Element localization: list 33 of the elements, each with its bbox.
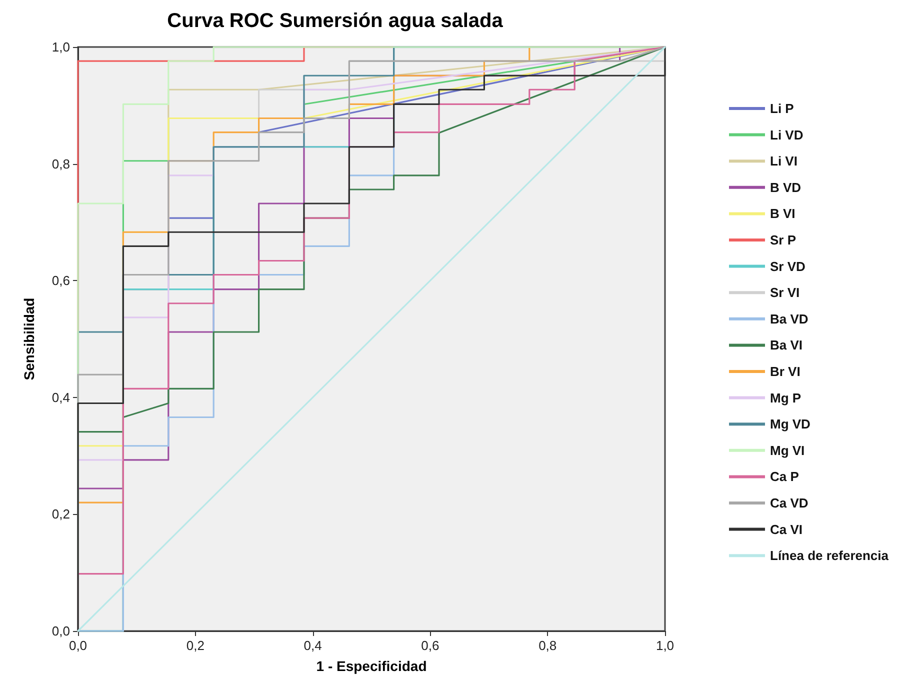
legend-label: Ca P bbox=[770, 469, 800, 484]
legend-label: Li VD bbox=[770, 127, 804, 142]
x-tick-label: 1,0 bbox=[656, 638, 674, 653]
legend-label: Mg VD bbox=[770, 416, 810, 432]
legend-label: Línea de referencia bbox=[770, 548, 890, 564]
legend-label: Mg P bbox=[770, 390, 802, 406]
y-tick-label: 0,0 bbox=[52, 624, 70, 638]
legend-label: Mg VI bbox=[770, 442, 805, 458]
x-tick-label: 0,8 bbox=[538, 638, 557, 653]
y-tick-label: 0,2 bbox=[52, 506, 70, 522]
legend-label: Ca VD bbox=[770, 496, 808, 510]
x-tick-label: 0,6 bbox=[421, 638, 440, 653]
legend-label: Sr VD bbox=[770, 258, 806, 274]
y-axis-title: Sensibilidad bbox=[21, 298, 37, 380]
y-tick-label: 0,4 bbox=[52, 390, 70, 405]
x-tick-label: 0,4 bbox=[304, 638, 322, 653]
legend-label: Li P bbox=[770, 101, 794, 116]
y-tick-label: 0,6 bbox=[52, 273, 70, 288]
legend-label: B VD bbox=[770, 180, 802, 195]
chart-title: Curva ROC Sumersión agua salada bbox=[167, 10, 504, 32]
legend-label: Sr P bbox=[770, 232, 796, 248]
legend-label: Sr VI bbox=[770, 285, 800, 300]
legend-label: Ca VI bbox=[770, 522, 803, 537]
legend-label: B VI bbox=[770, 206, 796, 222]
legend-label: Br VI bbox=[770, 364, 800, 379]
legend-label: Ba VD bbox=[770, 311, 808, 326]
legend-label: Li VI bbox=[770, 154, 798, 169]
y-tick-label: 1,0 bbox=[52, 40, 70, 54]
legend-label: Ba VI bbox=[770, 338, 803, 353]
x-tick-label: 0,0 bbox=[68, 638, 88, 653]
y-tick-label: 0,8 bbox=[52, 156, 70, 172]
x-tick-label: 0,2 bbox=[186, 638, 204, 653]
x-axis-title: 1 - Especificidad bbox=[316, 658, 427, 674]
